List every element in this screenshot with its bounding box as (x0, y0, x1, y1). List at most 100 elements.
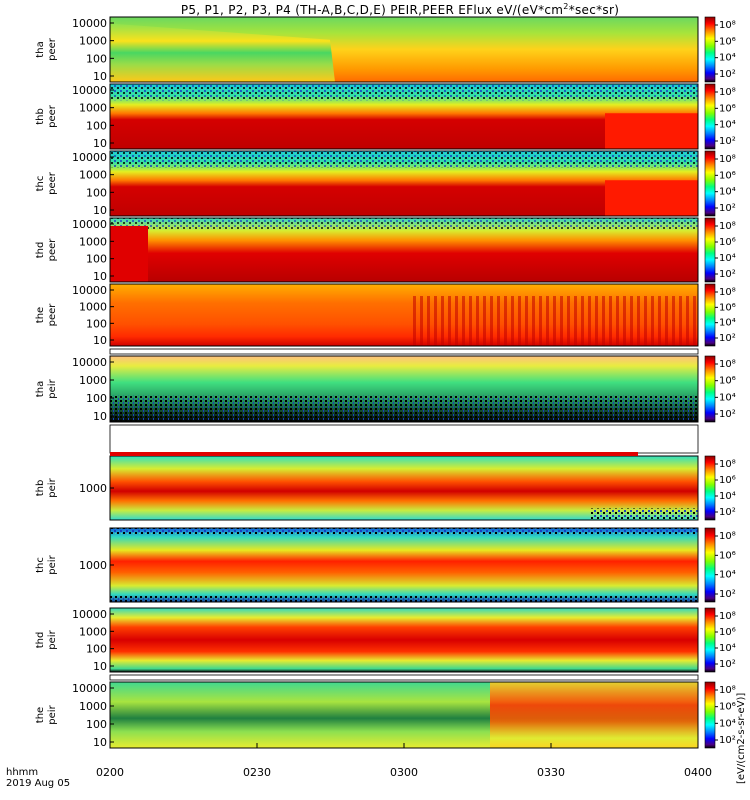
colorbar-tick-label: 10⁶ (719, 36, 736, 47)
flux-change-region (605, 113, 698, 149)
colorbar-tick-label: 10² (719, 69, 736, 80)
y-tick-label: 10000 (72, 151, 107, 164)
colorbar (704, 607, 716, 673)
panel-tha-peer: 10000 1000 100 10 tha peer (35, 16, 699, 83)
colorbar-tick-label: 10⁸ (719, 154, 736, 165)
y-tick-label: 100 (86, 718, 107, 731)
speckle-band (590, 508, 698, 520)
x-tick-label: 0330 (537, 766, 565, 779)
burst-region (490, 682, 698, 748)
panel-frame (109, 150, 699, 217)
colorbar-tick-label: 10⁴ (719, 120, 736, 131)
y-tick-label: 100 (86, 643, 107, 656)
colorbar-tick-label: 10⁸ (719, 685, 736, 696)
panel-species-label: peir (47, 477, 58, 497)
low-count-region (110, 596, 698, 602)
colorbar (704, 681, 716, 749)
panel-thc-peer: 10000 1000 100 10 thc peer (35, 150, 699, 217)
y-tick-label: 100 (86, 52, 107, 65)
colorbar (704, 527, 716, 603)
y-tick-label: 100 (86, 253, 107, 266)
colorbar-tick-label: 10² (719, 735, 736, 746)
y-tick-label: 10000 (72, 608, 107, 621)
panel-probe-label: thd (35, 632, 46, 649)
y-tick-label: 10 (93, 410, 107, 423)
y-tick-label: 10000 (72, 218, 107, 231)
colorbar (704, 283, 716, 347)
x-tick-label: 0230 (243, 766, 271, 779)
y-tick-label: 1000 (79, 700, 107, 713)
y-tick-label: 10000 (72, 284, 107, 297)
colorbar (704, 355, 716, 423)
colorbar-units-label: [eV/(cm2-s-sr-eV)] (736, 692, 747, 784)
x-axis: 0200 0230 0300 0330 0400 (96, 743, 712, 779)
burst-region (410, 296, 698, 346)
colorbar-tick-label: 10⁶ (719, 170, 736, 181)
panel-thb-peer: 10000 1000 100 10 thb peer (35, 83, 699, 150)
y-tick-label: 10 (93, 736, 107, 749)
y-tick-label: 10000 (72, 356, 107, 369)
panel-species-label: peer (47, 238, 58, 262)
colorbar-tick-label: 10⁸ (719, 611, 736, 622)
colorbar-tick-label: 10⁸ (719, 87, 736, 98)
y-tick-label: 1000 (79, 169, 107, 182)
colorbar-tick-label: 10⁸ (719, 20, 736, 31)
y-tick-label: 10 (93, 334, 107, 347)
panel-thb-peir: 1000 thb peir (35, 455, 699, 521)
x-tick-label: 0200 (96, 766, 124, 779)
panel-probe-label: thb (35, 480, 46, 497)
flux-change-region (605, 180, 698, 216)
panel-thd-peir: 10000 1000 100 10 thd peir (35, 607, 699, 673)
colorbar-tick-label: 10⁶ (719, 103, 736, 114)
y-tick-label: 10 (93, 660, 107, 673)
panel-thc-peir: 1000 thc peir (35, 527, 699, 603)
colorbar-tick-label: 10² (719, 409, 736, 420)
y-tick-label: 100 (86, 317, 107, 330)
colorbar-tick-label: 10⁶ (719, 702, 736, 713)
panel-species-label: peir (47, 554, 58, 574)
panel-species-label: peir (47, 629, 58, 649)
colorbar-tick-label: 10² (719, 507, 736, 518)
y-tick-label: 10 (93, 270, 107, 283)
panel-frame (109, 283, 699, 347)
y-tick-label: 1000 (79, 559, 107, 572)
panel-species-label: peer (47, 303, 58, 327)
colorbar (704, 16, 716, 83)
y-tick-label: 1000 (79, 374, 107, 387)
colorbar-tick-label: 10⁸ (719, 221, 736, 232)
speckle-band (110, 84, 698, 101)
colorbar-tick-label: 10⁶ (719, 302, 736, 313)
panel-species-label: peer (47, 171, 58, 195)
y-tick-label: 1000 (79, 301, 107, 314)
colorbar-tick-label: 10² (719, 659, 736, 670)
x-tick-label: 0300 (390, 766, 418, 779)
panel-frame (109, 607, 699, 673)
y-tick-label: 1000 (79, 35, 107, 48)
colorbar-tick-label: 10² (719, 269, 736, 280)
x-axis-date: 2019 Aug 05 (6, 778, 71, 789)
panel-probe-label: tha (35, 41, 46, 57)
colorbar-tick-label: 10² (719, 589, 736, 600)
y-tick-label: 10 (93, 137, 107, 150)
colorbar-tick-label: 10⁴ (719, 643, 736, 654)
panel-frame (109, 355, 699, 423)
colorbar-stack: 10⁸ 10⁶ 10⁴ 10² 10⁸ 10⁶ 10⁴ 10² 10⁸ 10⁶ 10⁴ 10² 10⁸ 1… (704, 16, 736, 749)
y-tick-label: 10000 (72, 682, 107, 695)
colorbar-tick-label: 10⁸ (719, 459, 736, 470)
panel-frame (109, 217, 699, 283)
x-tick-label: 0400 (684, 766, 712, 779)
colorbar-tick-label: 10⁶ (719, 376, 736, 387)
colorbar-tick-label: 10⁸ (719, 287, 736, 298)
y-tick-label: 1000 (79, 102, 107, 115)
speckle-band (110, 528, 698, 534)
y-tick-label: 10000 (72, 17, 107, 30)
y-tick-label: 100 (86, 392, 107, 405)
panel-probe-label: thc (35, 557, 46, 573)
colorbar (704, 83, 716, 150)
colorbar-tick-label: 10⁸ (719, 531, 736, 542)
panel-species-label: peir (47, 704, 58, 724)
colorbar-tick-label: 10⁴ (719, 718, 736, 729)
panel-species-label: peir (47, 378, 58, 398)
y-tick-label: 1000 (79, 482, 107, 495)
colorbar-tick-label: 10⁴ (719, 570, 736, 581)
